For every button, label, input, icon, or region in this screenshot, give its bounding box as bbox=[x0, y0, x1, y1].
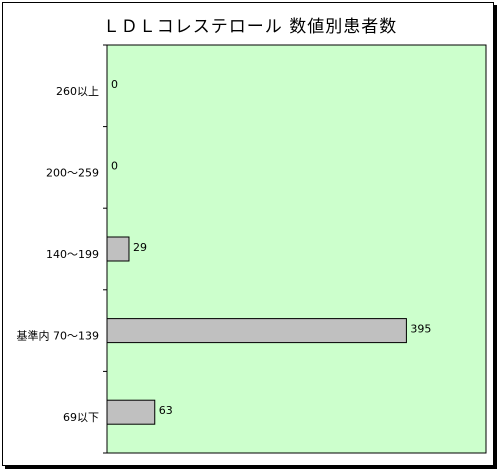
category-label: 260以上 bbox=[56, 85, 99, 98]
bar bbox=[106, 399, 156, 425]
category-label: 140～199 bbox=[46, 248, 99, 261]
data-label: 395 bbox=[410, 323, 431, 336]
bar bbox=[106, 236, 130, 262]
chart-title: ＬＤＬコレステロール 数値別患者数 bbox=[102, 17, 398, 37]
labels: 260以上 0 200～259 0 140～199 29 基準内 70～139 395 69以下… bbox=[17, 78, 432, 424]
category-label: 69以下 bbox=[63, 411, 99, 424]
bar bbox=[106, 318, 407, 344]
category-label: 200～259 bbox=[46, 166, 99, 179]
data-label: 0 bbox=[111, 159, 118, 172]
y-axis-ticks bbox=[103, 44, 107, 454]
data-label: 29 bbox=[133, 241, 147, 254]
plot-area bbox=[106, 44, 487, 454]
data-label: 63 bbox=[159, 404, 173, 417]
bars bbox=[106, 236, 407, 425]
category-label: 基準内 70～139 bbox=[17, 329, 100, 343]
data-label: 0 bbox=[111, 78, 118, 91]
